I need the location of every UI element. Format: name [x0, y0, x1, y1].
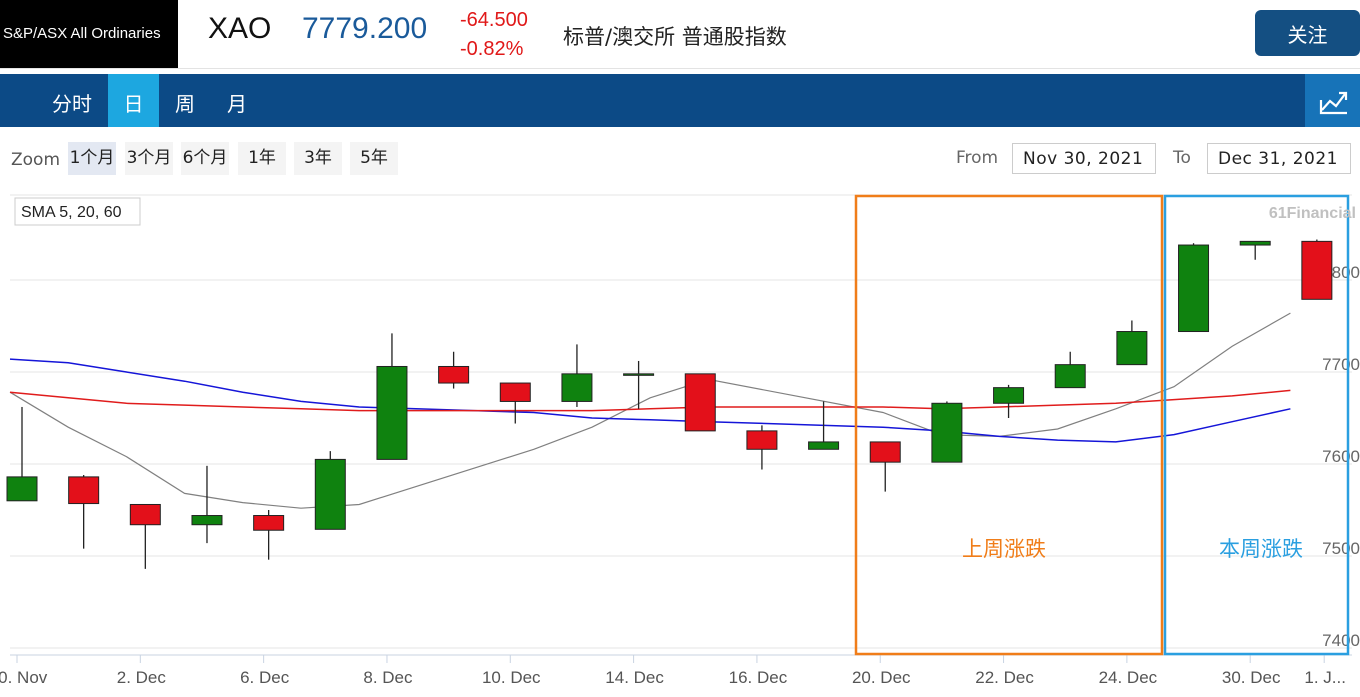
change-percent: -0.82% — [460, 38, 524, 60]
candle-body — [438, 365, 470, 384]
candle-body — [1054, 364, 1086, 389]
candle-body — [869, 441, 901, 463]
candle-body — [1301, 240, 1333, 300]
y-tick-label: 7700 — [1322, 355, 1360, 374]
chart-type-button[interactable] — [1305, 74, 1360, 127]
x-tick-label: 10. Dec — [482, 668, 541, 687]
candle-body — [1178, 244, 1210, 333]
range-toolbar: Zoom 1个月 3个月 6个月 1年 3年 5年 From Nov 30, 2… — [0, 140, 1360, 180]
zoom-1m-button[interactable]: 1个月 — [68, 142, 116, 175]
candle-body — [1239, 240, 1271, 246]
sma-line-sma-20 — [9, 358, 1291, 443]
index-cn-name: 标普/澳交所 普通股指数 — [563, 25, 787, 49]
zoom-label: Zoom — [11, 150, 61, 170]
y-tick-label: 7600 — [1322, 447, 1360, 466]
candle-body — [684, 373, 716, 432]
y-tick-label: 7500 — [1322, 539, 1360, 558]
tab-weekly[interactable]: 周 — [175, 92, 195, 116]
x-tick-label: 6. Dec — [240, 668, 290, 687]
tab-intraday[interactable]: 分时 — [52, 92, 92, 116]
candle-body — [129, 503, 161, 526]
candle-body — [746, 430, 778, 450]
x-tick-label: 8. Dec — [363, 668, 413, 687]
x-tick-label: 14. Dec — [605, 668, 664, 687]
zoom-3m-button[interactable]: 3个月 — [125, 142, 173, 175]
x-tick-label: 24. Dec — [1099, 668, 1158, 687]
annotation-box — [1163, 194, 1350, 656]
from-date-input[interactable]: Nov 30, 2021 — [1012, 143, 1156, 174]
indicator-label: SMA 5, 20, 60 — [21, 204, 122, 221]
price-change: -64.500 -0.82% — [460, 6, 528, 64]
to-date-input[interactable]: Dec 31, 2021 — [1207, 143, 1351, 174]
zoom-6m-button[interactable]: 6个月 — [181, 142, 229, 175]
quote-header: S&P/ASX All Ordinaries XAO 7779.200 -64.… — [0, 0, 1360, 69]
index-name: S&P/ASX All Ordinaries — [0, 0, 178, 68]
sma-line-sma-60 — [9, 389, 1291, 412]
sma-line-sma-5 — [9, 312, 1291, 509]
change-value: -64.500 — [460, 9, 528, 31]
symbol: XAO — [208, 12, 272, 45]
candle-body — [931, 402, 963, 463]
trend-chart-icon — [1319, 91, 1348, 115]
watermark: 61Financial — [1269, 205, 1356, 222]
tab-monthly[interactable]: 月 — [227, 92, 247, 116]
follow-button[interactable]: 关注 — [1255, 10, 1360, 56]
last-price: 7779.200 — [302, 12, 428, 45]
x-tick-label: 22. Dec — [975, 668, 1034, 687]
x-tick-label: 20. Dec — [852, 668, 911, 687]
zoom-1y-button[interactable]: 1年 — [238, 142, 286, 175]
candle-body — [808, 441, 840, 450]
y-tick-label: 7400 — [1322, 631, 1360, 650]
candle-body — [6, 476, 38, 502]
x-tick-label: 2. Dec — [117, 668, 167, 687]
zoom-3y-button[interactable]: 3年 — [294, 142, 342, 175]
x-tick-label: 1. J... — [1304, 668, 1346, 687]
candle-body — [68, 476, 100, 505]
tab-daily[interactable]: 日 — [108, 74, 159, 127]
indicator-label-box — [14, 197, 141, 226]
annotation-label: 本周涨跌 — [1219, 537, 1303, 561]
x-tick-label: 16. Dec — [729, 668, 788, 687]
annotation-box — [854, 194, 1164, 656]
to-label: To — [1173, 148, 1191, 168]
zoom-5y-button[interactable]: 5年 — [350, 142, 398, 175]
candle-body — [1116, 331, 1148, 366]
candle-body — [993, 387, 1025, 404]
candle-body — [314, 458, 346, 530]
x-tick-label: 30. Nov — [0, 668, 48, 687]
period-tab-bar: 分时 日 周 月 — [0, 74, 1360, 127]
candle-body — [499, 382, 531, 402]
candle-body — [191, 515, 223, 526]
candle-body — [376, 365, 408, 460]
candle-body — [561, 373, 593, 402]
candle-body — [253, 515, 285, 531]
x-tick-label: 30. Dec — [1222, 668, 1281, 687]
annotation-label: 上周涨跌 — [962, 537, 1046, 561]
candle-body — [623, 373, 655, 376]
from-label: From — [956, 148, 999, 168]
